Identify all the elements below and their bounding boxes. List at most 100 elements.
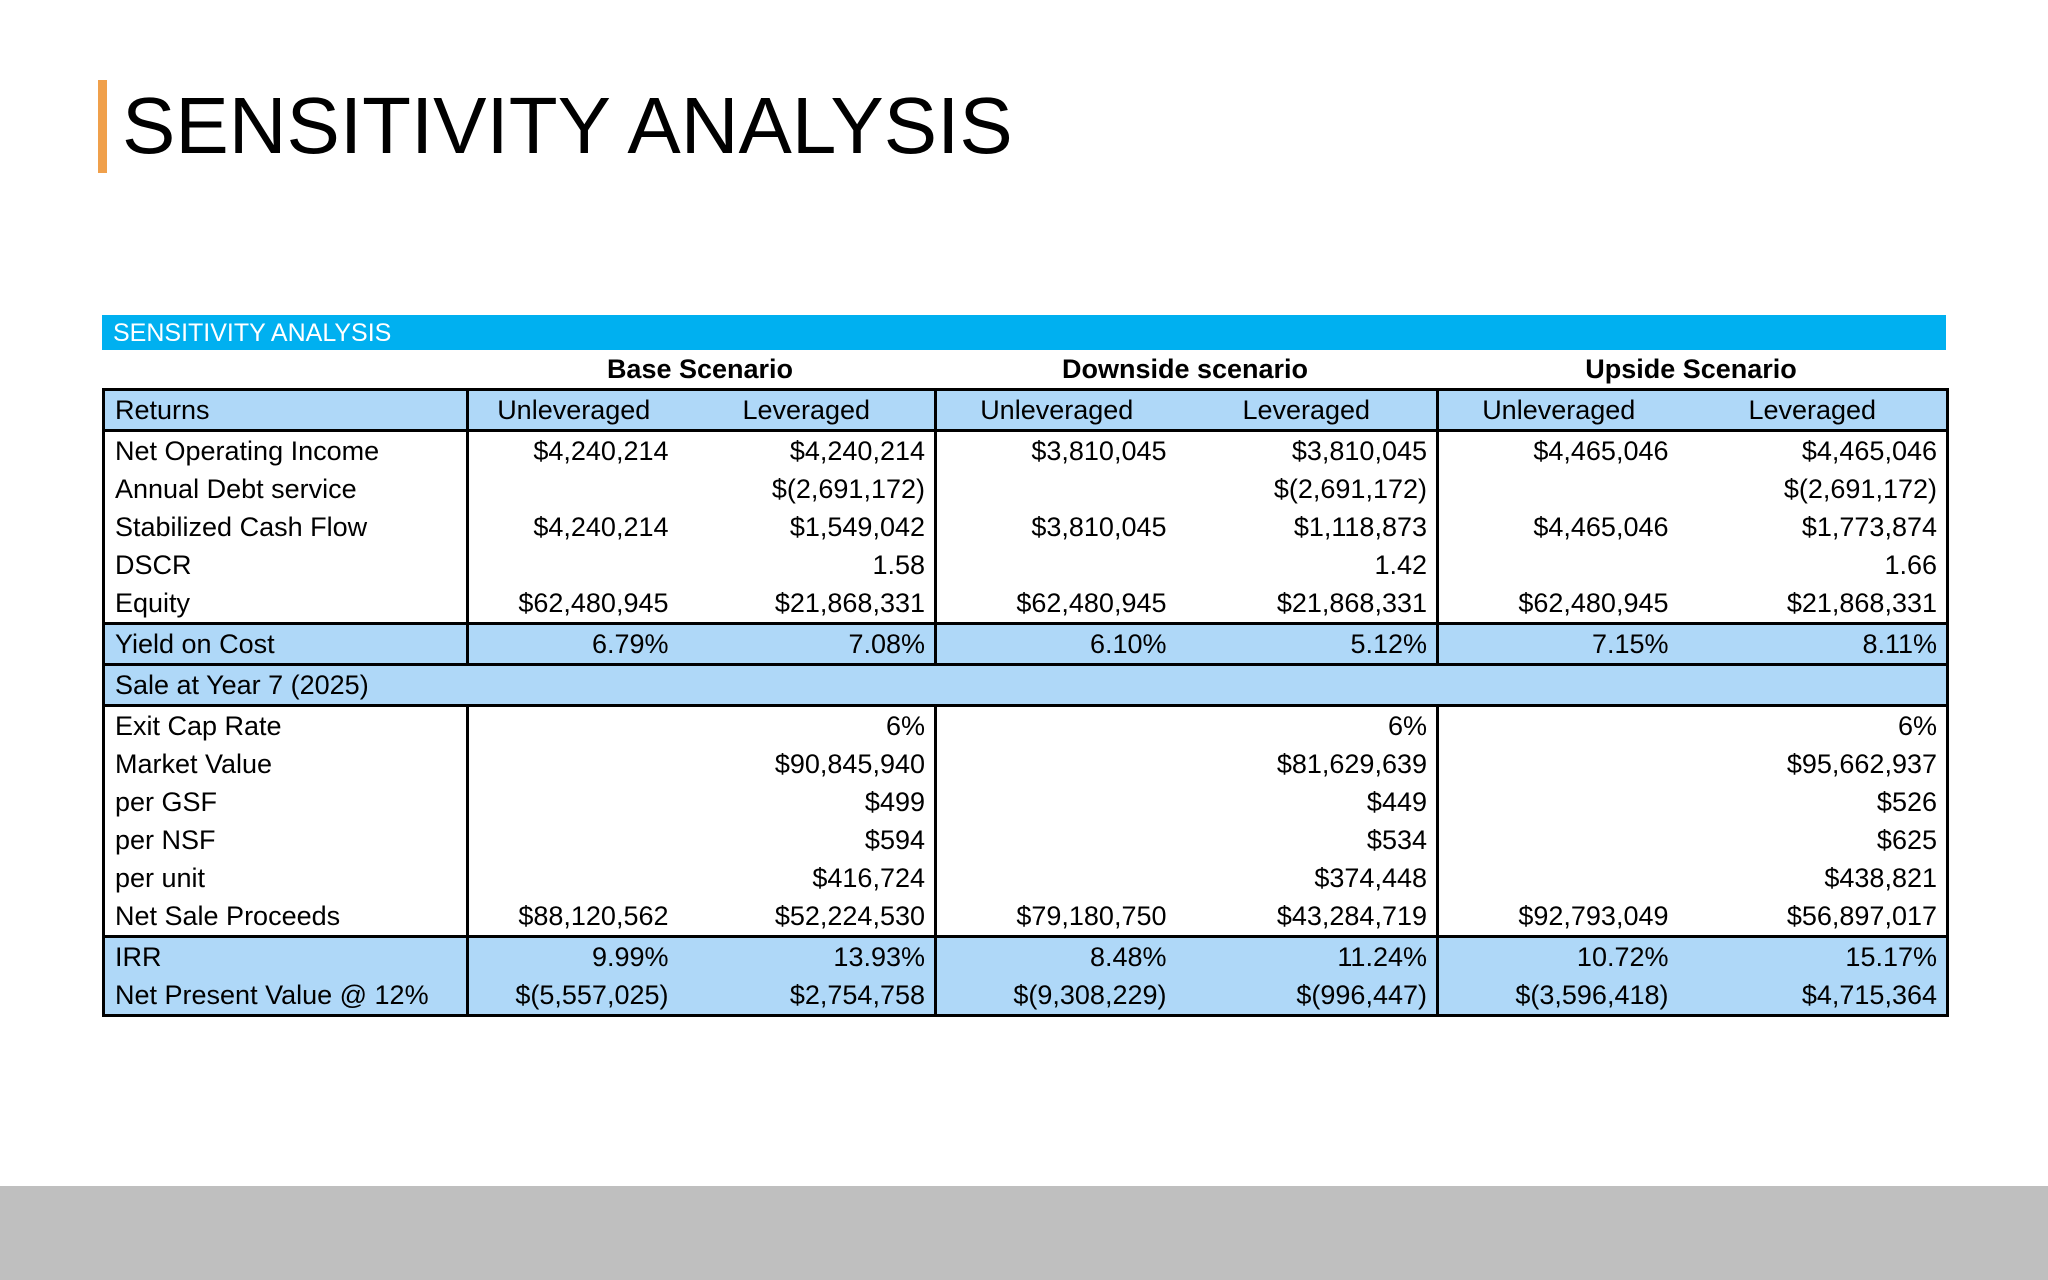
table-cell: $62,480,945 — [1436, 584, 1678, 624]
table-row: Net Sale Proceeds $88,120,562 $52,224,530 $… — [104, 897, 1948, 937]
table-cell: 15.17% — [1677, 935, 1948, 976]
table-cell: $2,754,758 — [677, 976, 936, 1016]
table-banner: SENSITIVITY ANALYSIS — [102, 315, 1946, 350]
table-cell: 5.12% — [1175, 622, 1438, 666]
table-cell: $56,897,017 — [1786, 901, 1937, 931]
table-cell: $95,662,937 — [1786, 749, 1937, 779]
table-cell — [466, 546, 678, 584]
table-cell: $92,793,049 — [1436, 897, 1678, 937]
page-title: SENSITIVITY ANALYSIS — [122, 81, 1013, 170]
table-cell: $1,773,874 — [1801, 512, 1937, 542]
table-cell: Unleveraged — [1436, 389, 1678, 432]
table-cell: $(3,596,418) — [1436, 976, 1678, 1016]
table-cell: $88,120,562 — [466, 897, 678, 937]
table-cell: $62,480,945 — [934, 584, 1176, 624]
table-cell: 6% — [885, 711, 925, 741]
footer-band — [0, 1186, 2048, 1280]
table-cell: 8.11% — [1677, 622, 1948, 666]
table-cell: 6% — [1387, 711, 1427, 741]
table-cell: $(996,447) — [1175, 976, 1438, 1016]
table-cell — [934, 470, 1176, 508]
table-cell: $79,180,750 — [934, 897, 1176, 937]
table-cell: $4,240,214 — [466, 430, 678, 470]
table-cell: 11.24% — [1175, 935, 1438, 976]
table-cell: 1.58 — [872, 550, 925, 580]
table-cell — [934, 859, 1176, 897]
table-cell — [1436, 546, 1678, 584]
table-cell: $90,845,940 — [774, 749, 925, 779]
table-row: Exit Cap Rate 6% 6% 6% — [104, 705, 1948, 745]
table-cell: $(5,557,025) — [466, 976, 678, 1016]
table-cell: $3,810,045 — [934, 430, 1176, 470]
table-cell: $21,868,331 — [774, 588, 925, 618]
row-label: DSCR — [115, 550, 192, 580]
table-cell: $526 — [1876, 787, 1937, 817]
table-cell: $3,810,045 — [1291, 436, 1427, 466]
table-cell: $21,868,331 — [1786, 588, 1937, 618]
table-cell: $4,240,214 — [466, 508, 678, 546]
table-cell: Leveraged — [677, 389, 936, 432]
table-cell: $81,629,639 — [1276, 749, 1427, 779]
table-cell: Unleveraged — [934, 389, 1176, 432]
table-cell: $374,448 — [1314, 863, 1427, 893]
table-cell: $(2,691,172) — [771, 474, 925, 504]
table-cell: 7.15% — [1436, 622, 1678, 666]
table-cell — [934, 821, 1176, 859]
sale-section-label: Sale at Year 7 (2025) — [103, 664, 1948, 707]
table-cell — [1436, 745, 1678, 783]
table-cell: $438,821 — [1824, 863, 1937, 893]
table-cell: 1.66 — [1884, 550, 1937, 580]
table-cell: $21,868,331 — [1276, 588, 1427, 618]
row-label: Net Present Value @ 12% — [103, 976, 468, 1016]
scenario-headings: Base Scenario Downside scenario Upside S… — [102, 350, 1946, 388]
table-cell: $1,118,873 — [1293, 512, 1427, 542]
table-cell: $4,465,046 — [1436, 430, 1678, 470]
row-label: Stabilized Cash Flow — [115, 512, 368, 542]
row-label: Net Sale Proceeds — [115, 901, 341, 931]
table-cell: 10.72% — [1436, 935, 1678, 976]
row-label: per unit — [115, 863, 206, 893]
table-cell — [466, 859, 678, 897]
table-cell: 13.93% — [677, 935, 936, 976]
table-row: Net Operating Income $4,240,214 $4,240,214… — [104, 430, 1948, 470]
table-row: Annual Debt service $(2,691,172) $(2,691,1… — [104, 470, 1948, 508]
table-row: per GSF $499 $449 $526 — [104, 783, 1948, 821]
table-cell — [466, 705, 678, 745]
table-cell — [934, 745, 1176, 783]
scenario-heading-upside: Upside Scenario — [1585, 354, 1797, 384]
table-cell: $3,810,045 — [934, 508, 1176, 546]
row-label: per NSF — [115, 825, 216, 855]
table-row: DSCR 1.58 1.42 1.66 — [104, 546, 1948, 584]
sensitivity-table: Returns Unleveraged Leveraged Unleveraged Le… — [102, 388, 1949, 1017]
irr-row: IRR 9.99% 13.93% 8.48% 11.24% 10.72% 15.17% — [103, 935, 1948, 976]
table-cell: 7.08% — [677, 622, 936, 666]
table-row: Stabilized Cash Flow $4,240,214 $1,549,042… — [104, 508, 1948, 546]
table-cell: 6% — [1897, 711, 1937, 741]
table-cell — [1436, 470, 1678, 508]
table-cell: 9.99% — [466, 935, 678, 976]
row-label: per GSF — [115, 787, 218, 817]
table-cell: $(2,691,172) — [1273, 474, 1427, 504]
row-label: Exit Cap Rate — [115, 711, 282, 741]
table-cell: $449 — [1366, 787, 1427, 817]
table-cell: $625 — [1876, 825, 1937, 855]
row-label: Returns — [103, 389, 468, 432]
table-cell: $594 — [864, 825, 925, 855]
table-cell — [466, 470, 678, 508]
scenario-heading-base: Base Scenario — [606, 354, 794, 384]
table-cell: $534 — [1366, 825, 1427, 855]
table-cell — [466, 745, 678, 783]
title-accent-bar — [98, 80, 107, 173]
table-cell: $62,480,945 — [466, 584, 678, 624]
npv-row: Net Present Value @ 12% $(5,557,025) $2,75… — [103, 976, 1948, 1016]
table-cell: $4,465,046 — [1801, 436, 1937, 466]
table-cell: $4,465,046 — [1436, 508, 1678, 546]
table-cell — [1436, 705, 1678, 745]
row-label: Net Operating Income — [115, 436, 380, 466]
table-cell — [1436, 821, 1678, 859]
table-cell — [1436, 859, 1678, 897]
table-cell: Unleveraged — [466, 389, 678, 432]
table-cell: $4,715,364 — [1677, 976, 1948, 1016]
row-label: Equity — [115, 588, 191, 618]
table-cell: $4,240,214 — [789, 436, 925, 466]
